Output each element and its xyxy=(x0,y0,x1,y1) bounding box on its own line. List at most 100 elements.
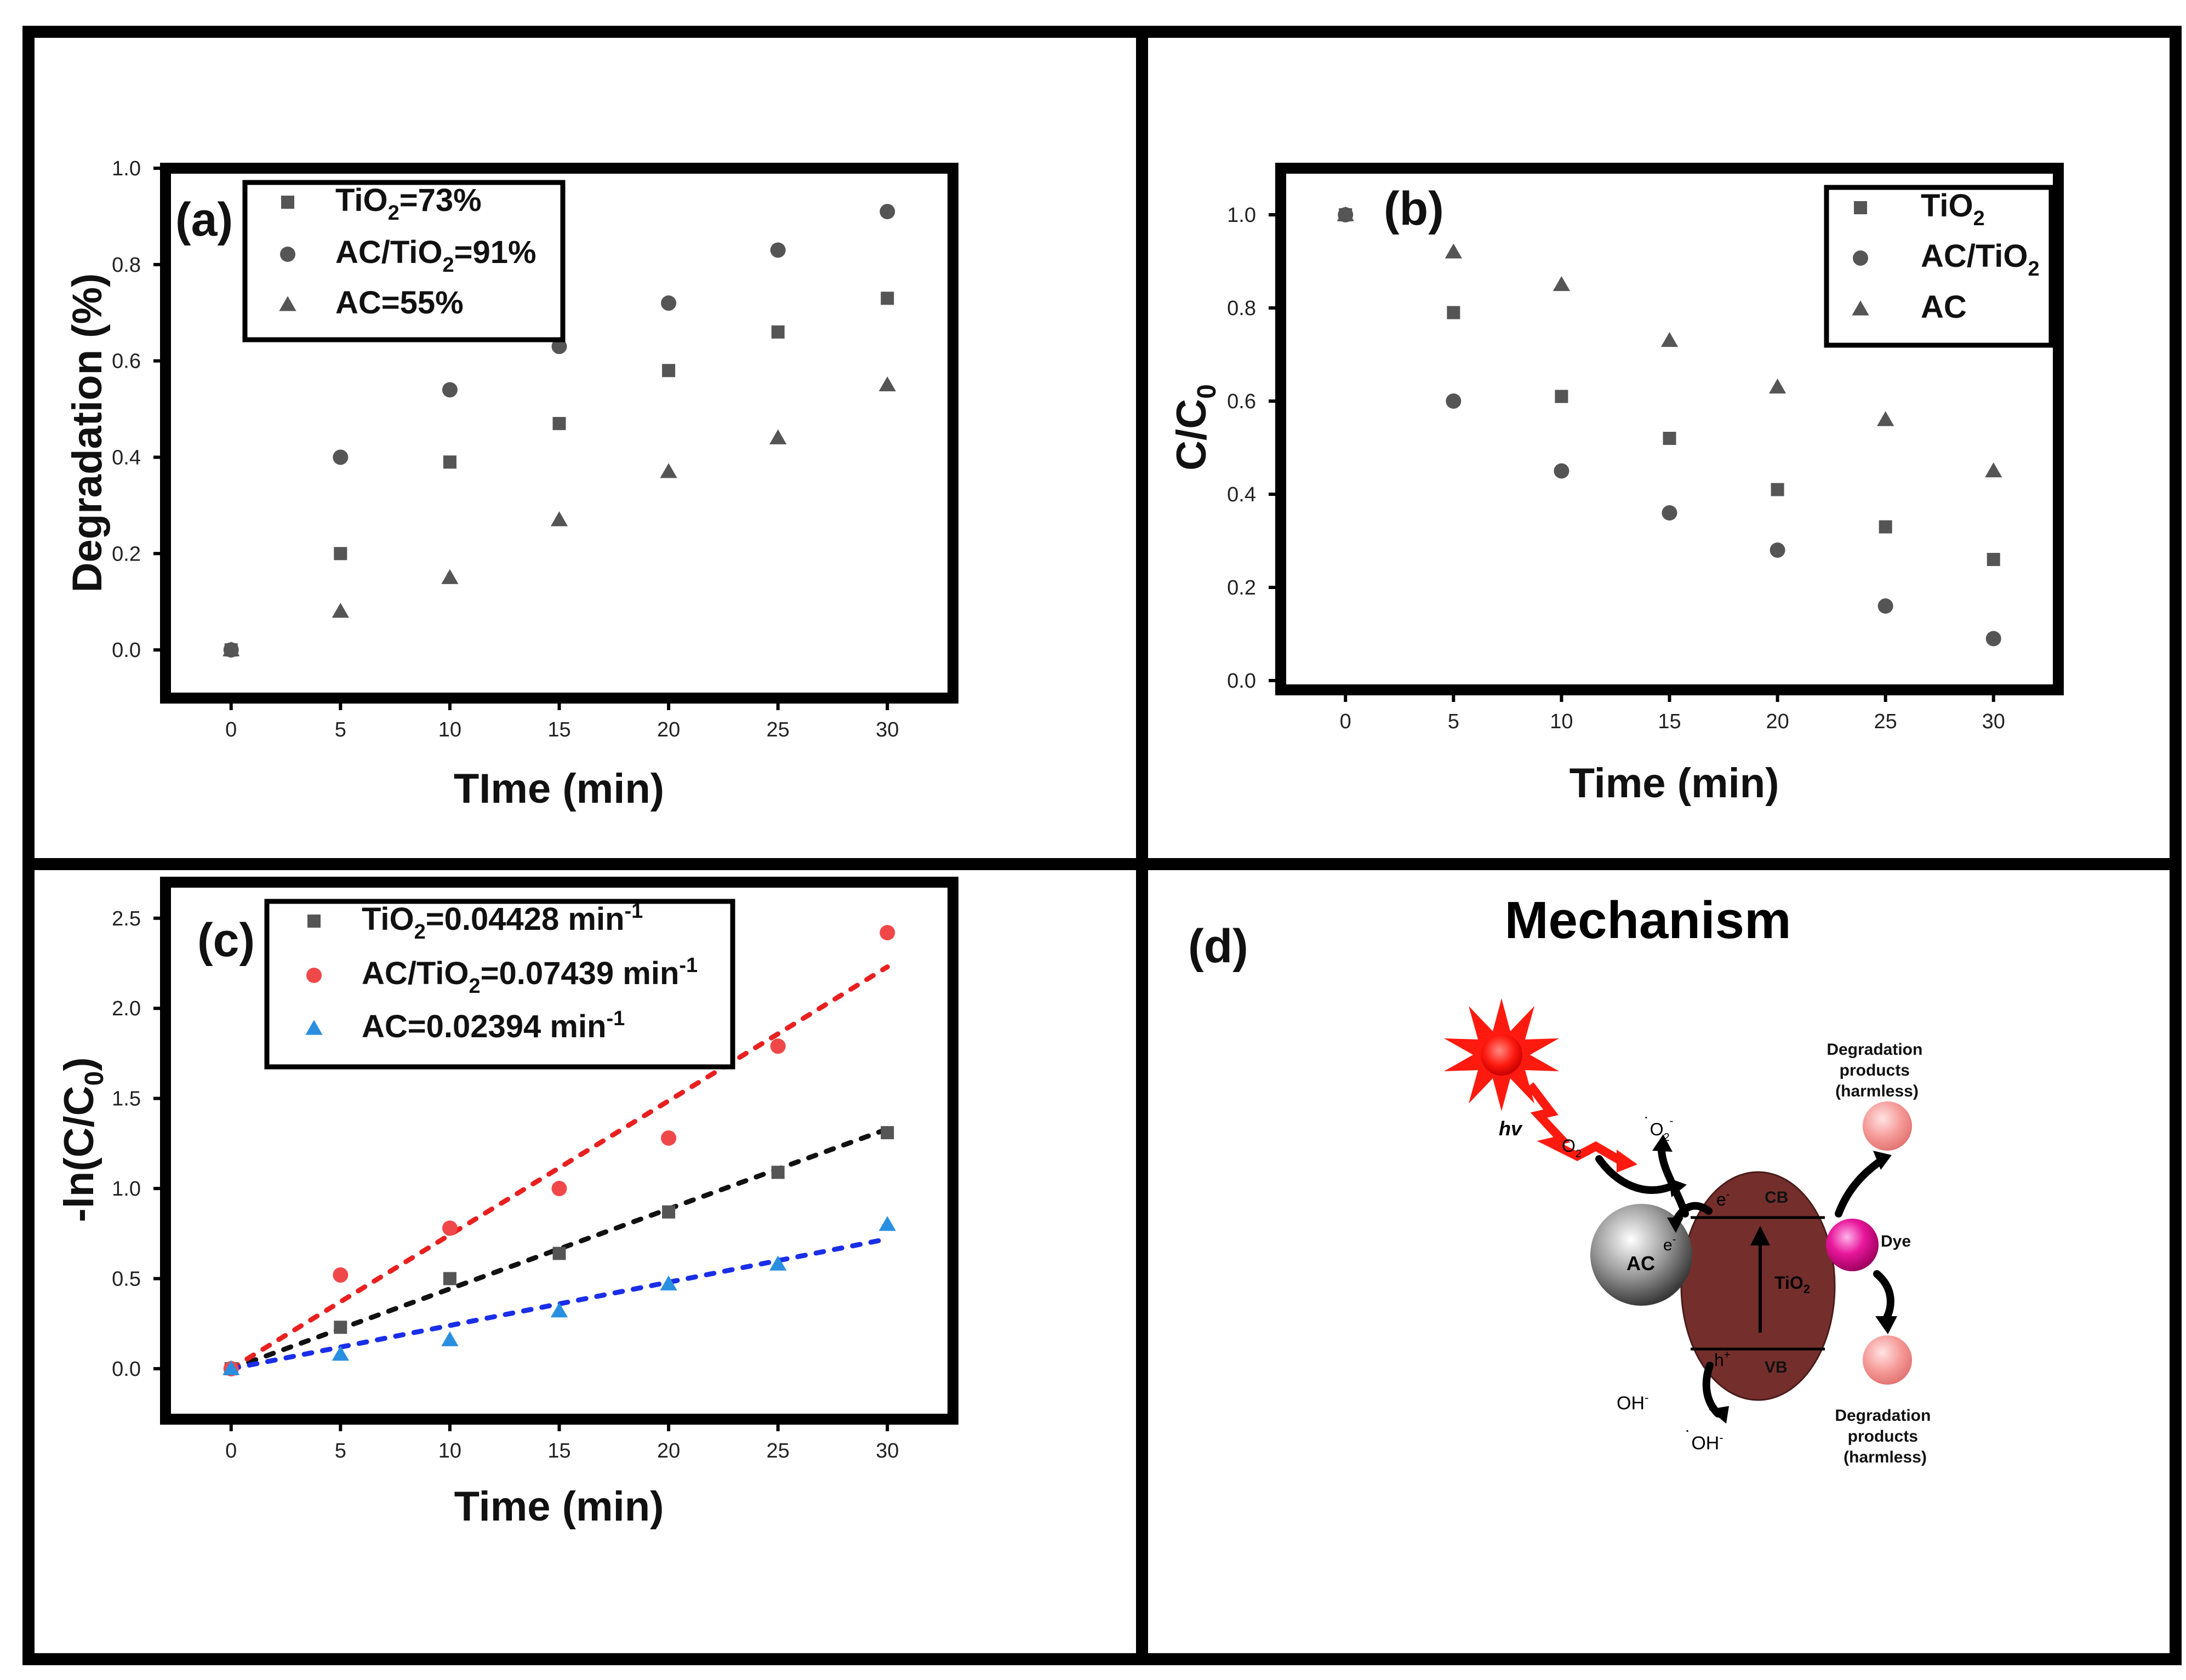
x-tick-label: 15 xyxy=(547,1439,570,1462)
x-tick-label: 25 xyxy=(767,1439,790,1462)
data-point-ac xyxy=(878,376,896,392)
tio2-text: TiO xyxy=(1774,1273,1803,1293)
reaction-arrowheads xyxy=(1652,1134,1897,1424)
arrow-dye-top xyxy=(1835,1158,1884,1218)
y-tick-label: 0.2 xyxy=(1227,576,1256,599)
y-tick-label: 0.0 xyxy=(1227,670,1256,693)
x-tick-label: 10 xyxy=(1550,710,1573,733)
legend-label-ac: AC xyxy=(1921,289,1967,325)
data-point-ac xyxy=(878,1216,896,1231)
oh-radical-label: ˙OH- xyxy=(1685,1427,1723,1454)
x-tick-label: 15 xyxy=(1658,710,1681,733)
data-point-ac xyxy=(1877,411,1894,426)
panel-c-legend: TiO2=0.04428 min-1 AC/TiO2=0.07439 min-1 A… xyxy=(264,899,735,1070)
data-point-tio2 xyxy=(771,325,785,339)
data-point-tio2 xyxy=(1879,520,1892,534)
data-point-ac xyxy=(222,641,240,656)
data-point-ac xyxy=(660,1275,677,1290)
y-tick-label: 0.6 xyxy=(112,350,141,373)
y-tick-label: 0.0 xyxy=(112,1358,141,1381)
legend-label-tio2: TiO2=73% xyxy=(335,182,482,225)
panel-c-ylabel-sub: 0 xyxy=(80,1071,109,1086)
outer-frame xyxy=(22,26,2182,1665)
sun-icon xyxy=(1444,998,1559,1111)
y-tick-label: 0.4 xyxy=(1227,483,1256,506)
arrowhead-cb-to-ac xyxy=(1667,1218,1683,1233)
arrow-dye-bottom xyxy=(1873,1270,1894,1324)
panel-c-legend-box xyxy=(264,899,735,1070)
panel-a-xlabel: TIme (min) xyxy=(454,765,664,812)
data-point-ac xyxy=(441,1331,459,1346)
panel-b-xlabel: Time (min) xyxy=(1569,760,1779,807)
x-tick-label: 10 xyxy=(438,1439,461,1462)
oh-minus-text: OH xyxy=(1617,1393,1645,1414)
data-point-ac xyxy=(550,511,568,527)
fit-line-ac-tio2 xyxy=(229,964,890,1372)
x-tick-label: 20 xyxy=(657,718,680,741)
data-point-tio2 xyxy=(1771,483,1784,496)
panel-a-ylabel: Degradation (%) xyxy=(64,273,111,593)
y-tick-label: 1.5 xyxy=(112,1088,141,1111)
y-tick-label: 0.8 xyxy=(112,254,141,277)
mechanism-title: Mechanism xyxy=(1505,891,1791,950)
oh-radical-text: OH xyxy=(1691,1433,1719,1454)
arrow-o2-to-ac xyxy=(1595,1155,1675,1194)
tio2-label: TiO2 xyxy=(1774,1273,1810,1296)
panel-b-ylabel: C/C0 xyxy=(1168,384,1222,471)
legend-symbol-ac xyxy=(1852,300,1869,316)
oh-minus-label: OH- xyxy=(1617,1391,1648,1414)
panel-c-ylabel: -ln(C/C0) xyxy=(56,1057,109,1222)
y-tick-label: 0.4 xyxy=(112,446,141,469)
data-point-ac-tio2 xyxy=(880,204,895,220)
x-tick-label: 30 xyxy=(1982,710,2005,733)
legend-symbol-tio2 xyxy=(281,196,294,209)
x-tick-label: 5 xyxy=(335,718,346,741)
data-point-ac-tio2 xyxy=(1770,542,1785,558)
data-point-tio2 xyxy=(662,364,676,378)
x-tick-label: 5 xyxy=(1448,710,1459,733)
panel-a: 0 5 10 15 20 25 30 0.0 0.2 0.4 0.6 0.8 1.0 (a) TIme … xyxy=(64,157,958,812)
data-point-tio2 xyxy=(1555,390,1568,403)
data-point-ac-tio2 xyxy=(1446,393,1462,409)
products-top-line1: Degradation xyxy=(1827,1041,1922,1059)
product-bottom xyxy=(1863,1335,1912,1385)
legend-symbol-ac xyxy=(279,296,296,311)
data-point-ac xyxy=(441,569,459,584)
legend-symbol-ac-tio2 xyxy=(1853,250,1868,266)
o2-sub: 2 xyxy=(1576,1148,1582,1160)
legend-symbol-ac-tio2 xyxy=(306,968,322,983)
products-top-line2: products xyxy=(1840,1061,1910,1079)
legend-symbol-ac xyxy=(305,1020,323,1035)
y-tick-label: 1.0 xyxy=(112,1178,141,1201)
data-point-tio2 xyxy=(881,292,894,305)
data-point-tio2 xyxy=(443,1272,456,1285)
data-point-tio2 xyxy=(662,1205,676,1219)
data-point-ac-tio2 xyxy=(551,339,567,355)
x-tick-label: 20 xyxy=(1766,710,1789,733)
x-tick-label: 0 xyxy=(225,718,237,741)
products-bottom-line2: products xyxy=(1848,1427,1918,1445)
data-point-ac-tio2 xyxy=(333,1267,349,1283)
x-tick-label: 15 xyxy=(547,718,570,741)
electron-text: e xyxy=(1716,1190,1726,1209)
y-tick-label: 0.0 xyxy=(112,639,141,662)
products-top-label: Degradation products (harmless) xyxy=(1827,1041,1927,1100)
data-point-ac xyxy=(1445,243,1462,259)
ac-electron-sup: - xyxy=(1673,1233,1676,1245)
hole-label: h+ xyxy=(1714,1349,1730,1370)
x-tick-label: 0 xyxy=(225,1439,237,1462)
data-point-ac xyxy=(660,463,677,478)
arrowhead-ac-to-superoxide xyxy=(1652,1134,1673,1152)
data-point-ac-tio2 xyxy=(551,1181,567,1197)
panel-b-ticks: 0 5 10 15 20 25 30 0.0 0.2 0.4 0.6 0.8 1.0 xyxy=(1227,204,2005,733)
ac-label: AC xyxy=(1626,1252,1655,1275)
legend-label-ac: AC=0.02394 min-1 xyxy=(362,1007,625,1044)
panel-b-ylabel-sub: 0 xyxy=(1192,384,1222,399)
superoxide-text: O xyxy=(1650,1119,1664,1139)
arrowhead-dye-top xyxy=(1873,1151,1892,1170)
y-tick-label: 0.6 xyxy=(1227,390,1256,413)
data-point-ac-tio2 xyxy=(770,242,786,258)
products-bottom-line3: (harmless) xyxy=(1843,1448,1927,1466)
arrowhead-dye-bottom xyxy=(1875,1316,1897,1334)
products-bottom-label: Degradation products (harmless) xyxy=(1835,1407,1935,1466)
